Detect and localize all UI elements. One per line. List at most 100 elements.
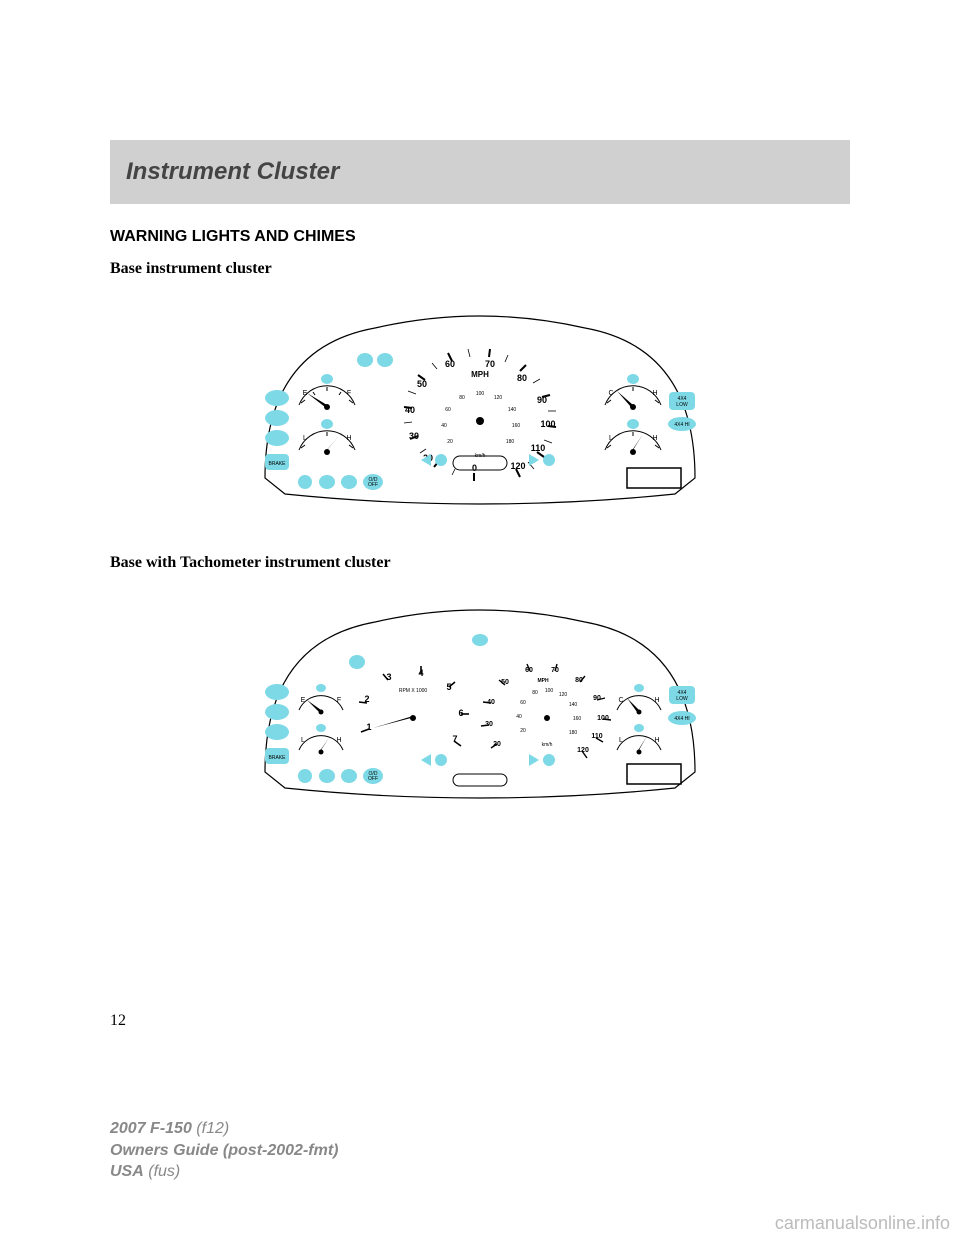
high-beam-icon bbox=[435, 454, 447, 466]
svg-text:BRAKE: BRAKE bbox=[269, 755, 287, 761]
svg-text:160: 160 bbox=[512, 423, 521, 429]
abs-icon bbox=[298, 475, 312, 489]
tach-cluster-figure: BRAKE E F L H 1 2 bbox=[110, 592, 850, 812]
svg-text:90: 90 bbox=[593, 695, 601, 702]
door-ajar-icon bbox=[472, 634, 488, 646]
svg-text:L: L bbox=[301, 737, 305, 744]
temp-icon bbox=[627, 374, 639, 384]
chapter-title: Instrument Cluster bbox=[126, 158, 339, 185]
airbag-icon bbox=[319, 475, 335, 489]
base-cluster-figure: BRAKE E F L H bbox=[110, 298, 850, 518]
svg-text:H: H bbox=[652, 435, 657, 442]
engine-icon bbox=[265, 724, 289, 740]
svg-text:C: C bbox=[618, 697, 623, 704]
svg-text:120: 120 bbox=[494, 395, 503, 401]
footer-code2: (fus) bbox=[148, 1163, 180, 1180]
svg-text:H: H bbox=[336, 737, 341, 744]
svg-text:80: 80 bbox=[532, 690, 538, 696]
svg-text:20: 20 bbox=[520, 728, 526, 734]
svg-text:MPH: MPH bbox=[471, 370, 489, 379]
seatbelt-icon bbox=[357, 353, 373, 367]
footer: 2007 F-150 (f12) Owners Guide (post-2002… bbox=[110, 1118, 338, 1183]
svg-text:100: 100 bbox=[597, 715, 609, 722]
svg-text:H: H bbox=[346, 435, 351, 442]
tach-cluster-svg: BRAKE E F L H 1 2 bbox=[245, 592, 715, 812]
watermark: carmanualsonline.info bbox=[775, 1213, 950, 1234]
seatbelt-icon bbox=[349, 655, 365, 669]
svg-text:km/h: km/h bbox=[542, 742, 553, 748]
cluster-subtitle-2: Base with Tachometer instrument cluster bbox=[110, 554, 850, 572]
svg-text:70: 70 bbox=[485, 359, 495, 369]
footer-code1: (f12) bbox=[196, 1120, 229, 1137]
footer-guide: Owners Guide (post-2002-fmt) bbox=[110, 1142, 338, 1159]
svg-text:H: H bbox=[654, 737, 659, 744]
svg-text:140: 140 bbox=[569, 702, 578, 708]
svg-text:120: 120 bbox=[559, 692, 568, 698]
svg-text:4X4 HI: 4X4 HI bbox=[674, 422, 689, 428]
svg-text:F: F bbox=[347, 390, 351, 397]
high-beam-icon bbox=[435, 754, 447, 766]
svg-text:4X4 HI: 4X4 HI bbox=[674, 716, 689, 722]
indicator-light bbox=[265, 390, 289, 406]
svg-text:60: 60 bbox=[445, 407, 451, 413]
svg-text:20: 20 bbox=[447, 439, 453, 445]
cruise-icon bbox=[543, 454, 555, 466]
svg-text:40: 40 bbox=[516, 714, 522, 720]
svg-text:LOW: LOW bbox=[676, 402, 688, 408]
svg-text:RPM X 1000: RPM X 1000 bbox=[399, 688, 428, 694]
svg-text:100: 100 bbox=[476, 391, 485, 397]
svg-text:0: 0 bbox=[472, 463, 477, 473]
battery-icon bbox=[341, 769, 357, 783]
svg-text:C: C bbox=[608, 390, 613, 397]
svg-text:140: 140 bbox=[508, 407, 517, 413]
fuel-icon bbox=[321, 374, 333, 384]
svg-text:30: 30 bbox=[485, 721, 493, 728]
svg-text:BRAKE: BRAKE bbox=[269, 461, 287, 467]
cruise-icon bbox=[543, 754, 555, 766]
svg-text:H: H bbox=[652, 390, 657, 397]
svg-text:L: L bbox=[609, 435, 613, 442]
svg-text:80: 80 bbox=[517, 373, 527, 383]
cluster-subtitle-1: Base instrument cluster bbox=[110, 260, 850, 278]
svg-text:180: 180 bbox=[506, 439, 515, 445]
svg-text:50: 50 bbox=[417, 379, 427, 389]
svg-text:L: L bbox=[303, 435, 307, 442]
battery-icon bbox=[341, 475, 357, 489]
svg-text:E: E bbox=[301, 697, 306, 704]
page-number: 12 bbox=[110, 1012, 126, 1030]
svg-text:H: H bbox=[654, 697, 659, 704]
footer-model: 2007 F-150 bbox=[110, 1120, 192, 1137]
svg-text:L: L bbox=[619, 737, 623, 744]
svg-text:3: 3 bbox=[386, 672, 391, 682]
oil-icon bbox=[321, 419, 333, 429]
svg-text:180: 180 bbox=[569, 730, 578, 736]
airbag-icon bbox=[319, 769, 335, 783]
svg-text:120: 120 bbox=[510, 461, 525, 471]
svg-text:E: E bbox=[303, 390, 308, 397]
door-ajar-icon bbox=[377, 353, 393, 367]
svg-text:6: 6 bbox=[458, 708, 463, 718]
svg-text:OFF: OFF bbox=[368, 482, 378, 488]
section-heading: WARNING LIGHTS AND CHIMES bbox=[110, 228, 850, 246]
engine-icon bbox=[265, 430, 289, 446]
svg-text:60: 60 bbox=[520, 700, 526, 706]
svg-text:160: 160 bbox=[573, 716, 582, 722]
volt-icon bbox=[627, 419, 639, 429]
abs-icon bbox=[298, 769, 312, 783]
indicator-light bbox=[265, 684, 289, 700]
base-cluster-svg: BRAKE E F L H bbox=[245, 298, 715, 518]
footer-region: USA bbox=[110, 1163, 144, 1180]
svg-text:MPH: MPH bbox=[537, 678, 549, 684]
temp-icon bbox=[634, 684, 644, 692]
svg-text:F: F bbox=[337, 697, 341, 704]
fuel-icon bbox=[316, 684, 326, 692]
svg-text:60: 60 bbox=[445, 359, 455, 369]
tire-pressure-icon bbox=[265, 410, 289, 426]
chapter-header: Instrument Cluster bbox=[110, 140, 850, 204]
svg-text:80: 80 bbox=[459, 395, 465, 401]
oil-icon bbox=[316, 724, 326, 732]
volt-icon bbox=[634, 724, 644, 732]
svg-text:LOW: LOW bbox=[676, 696, 688, 702]
svg-text:40: 40 bbox=[441, 423, 447, 429]
svg-text:100: 100 bbox=[545, 688, 554, 694]
